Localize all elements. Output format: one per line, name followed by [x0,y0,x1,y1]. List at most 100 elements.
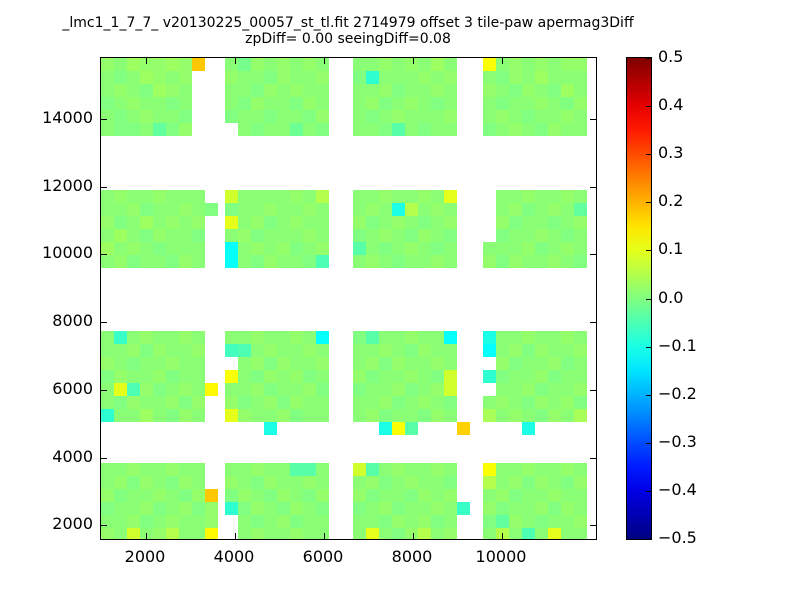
heatmap-cell [379,255,392,268]
heatmap-cell [353,229,366,242]
heatmap-cell [522,242,535,255]
heatmap-cell [316,84,329,97]
heatmap-cell [535,110,548,123]
heatmap-cell [251,476,264,489]
heatmap-cell [522,58,535,71]
heatmap-cell [522,110,535,123]
heatmap-cell [483,502,496,515]
heatmap-cell [405,383,418,396]
heatmap-cell [316,229,329,242]
heatmap-cell [535,331,548,344]
heatmap-cell [238,331,251,344]
heatmap-cell [316,409,329,422]
heatmap-cell [444,396,457,409]
heatmap-cell [353,110,366,123]
heatmap-cell [431,58,444,71]
heatmap-cell [303,190,316,203]
heatmap-cell [574,502,587,515]
heatmap-cell [251,489,264,502]
heatmap-cell [509,97,522,110]
heatmap-cell [353,255,366,268]
heatmap-cell [277,97,290,110]
heatmap-cell [225,58,238,71]
heatmap-cell [316,203,329,216]
colorbar-tick-label: −0.4 [658,480,697,499]
heatmap-cell [277,123,290,136]
heatmap-cell [192,344,205,357]
heatmap-cell [405,502,418,515]
heatmap-cell [509,255,522,268]
heatmap-cell [379,463,392,476]
heatmap-cell [535,463,548,476]
heatmap-cell [192,489,205,502]
heatmap-cell [114,123,127,136]
heatmap-cell [277,58,290,71]
heatmap-cell [483,123,496,136]
heatmap-cell [444,229,457,242]
heatmap-cell [431,123,444,136]
plot-area [100,57,597,540]
x-tick-mark [324,58,325,64]
heatmap-cell [101,463,114,476]
heatmap-cell [522,489,535,502]
heatmap-cell [290,383,303,396]
heatmap-cell [127,203,140,216]
heatmap-cell [418,528,431,539]
heatmap-cell [366,229,379,242]
heatmap-cell [101,489,114,502]
heatmap-cell [127,58,140,71]
heatmap-cell [561,58,574,71]
heatmap-cell [290,190,303,203]
heatmap-cell [225,331,238,344]
heatmap-cell [166,229,179,242]
heatmap-cell [153,71,166,84]
heatmap-cell [353,331,366,344]
heatmap-cell [483,344,496,357]
heatmap-cell [264,409,277,422]
heatmap-cell [366,255,379,268]
x-tick-label: 8000 [391,547,433,566]
heatmap-cell [431,344,444,357]
plot-title: _lmc1_1_7_7_ v20130225_00057_st_tl.fit 2… [62,15,634,31]
heatmap-cell [127,97,140,110]
heatmap-cell [444,331,457,344]
heatmap-cell [127,502,140,515]
heatmap-cell [101,502,114,515]
heatmap-cell [140,409,153,422]
heatmap-cell [277,229,290,242]
heatmap-cell [303,97,316,110]
heatmap-cell [225,203,238,216]
heatmap-cell [179,216,192,229]
heatmap-cell [140,255,153,268]
heatmap-cell [457,422,470,435]
heatmap-cell [496,357,509,370]
heatmap-cell [366,515,379,528]
heatmap-cell [316,476,329,489]
heatmap-cell [205,489,218,502]
heatmap-cell [153,110,166,123]
heatmap-cell [431,502,444,515]
heatmap-cell [535,216,548,229]
heatmap-cell [140,344,153,357]
heatmap-cell [548,242,561,255]
heatmap-cell [303,58,316,71]
heatmap-cell [264,255,277,268]
heatmap-cell [264,84,277,97]
heatmap-cell [392,242,405,255]
heatmap-cell [353,216,366,229]
heatmap-cell [574,396,587,409]
heatmap-cell [166,396,179,409]
colorbar-tick-label: 0.3 [658,143,684,162]
heatmap-cell [431,216,444,229]
heatmap-cell [179,97,192,110]
heatmap-cell [127,370,140,383]
colorbar-tick-label: −0.3 [658,432,697,451]
heatmap-cell [535,255,548,268]
heatmap-cell [548,515,561,528]
heatmap-cell [535,344,548,357]
heatmap-cell [140,97,153,110]
heatmap-cell [444,216,457,229]
heatmap-cell [114,409,127,422]
heatmap-cell [574,216,587,229]
